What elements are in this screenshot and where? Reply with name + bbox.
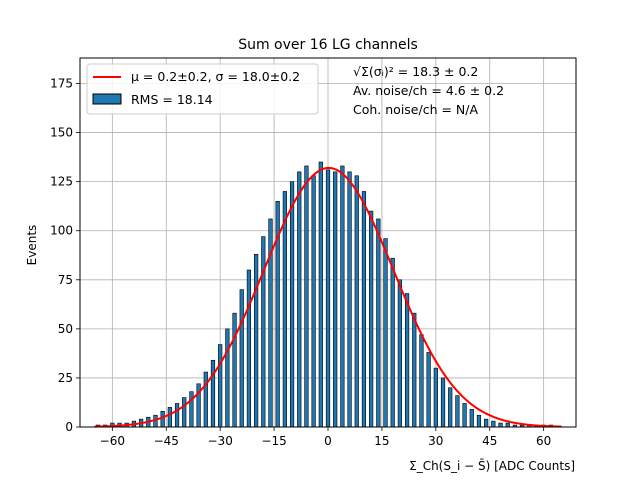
- histogram-bar: [505, 422, 510, 428]
- histogram-bar: [455, 395, 460, 428]
- annotation-avg-noise: Av. noise/ch = 4.6 ± 0.2: [353, 83, 504, 98]
- histogram-bar: [289, 181, 295, 428]
- x-tick-label: 15: [374, 434, 389, 448]
- histogram-bar: [167, 407, 172, 428]
- histogram-bar: [491, 420, 496, 428]
- x-tick-label: −15: [261, 434, 286, 448]
- chart-title: Sum over 16 LG channels: [238, 37, 418, 53]
- x-tick-label: 45: [482, 434, 497, 448]
- histogram-bar: [369, 210, 374, 428]
- annotation-coh-noise: Coh. noise/ch = N/A: [353, 102, 478, 117]
- x-axis-ticks: −60 −45 −30 −15 0 15 30 45 60: [100, 427, 551, 448]
- histogram-bar: [160, 410, 165, 428]
- histogram-bar: [412, 312, 417, 428]
- histogram-bar: [318, 161, 323, 428]
- histogram-bar: [246, 269, 252, 428]
- y-tick-label: 0: [65, 420, 73, 434]
- y-tick-label: 150: [50, 126, 73, 140]
- legend-hist-swatch: [92, 93, 122, 105]
- x-tick-label: −45: [154, 434, 179, 448]
- histogram-bar: [232, 312, 237, 428]
- histogram-bar: [311, 175, 316, 428]
- y-tick-label: 125: [50, 175, 73, 189]
- legend-box: [86, 63, 319, 115]
- histogram-bar: [426, 352, 431, 428]
- histogram-bar: [340, 165, 345, 428]
- histogram-bar: [469, 409, 474, 428]
- gaussian-fit-curve: [94, 166, 562, 428]
- y-axis-ticks: 0 25 50 75 100 125 150 175: [50, 77, 80, 434]
- legend-fit-label: μ = 0.2±0.2, σ = 18.0±0.2: [131, 69, 300, 84]
- y-tick-label: 175: [50, 77, 73, 91]
- x-tick-label: 60: [536, 434, 551, 448]
- y-tick-label: 100: [50, 224, 73, 238]
- histogram-bar: [397, 279, 402, 428]
- histogram-bar: [354, 175, 359, 428]
- histogram-bar: [333, 171, 338, 428]
- x-tick-label: 0: [324, 434, 332, 448]
- x-tick-label: 30: [428, 434, 443, 448]
- histogram-bar: [448, 387, 453, 428]
- histogram-bar: [419, 334, 424, 428]
- histogram-bar: [440, 377, 446, 428]
- histogram-bar: [498, 422, 503, 428]
- y-tick-label: 75: [58, 273, 73, 287]
- histogram-bar: [404, 293, 410, 428]
- histogram-bar: [361, 191, 367, 428]
- histogram-bar: [476, 414, 482, 428]
- annotation-sum-sigma: √Σ(σᵢ)² = 18.3 ± 0.2: [353, 64, 478, 79]
- histogram-bar: [376, 218, 381, 428]
- y-tick-label: 50: [58, 322, 73, 336]
- y-axis-label: Events: [25, 225, 39, 266]
- histogram-bar: [462, 403, 467, 428]
- legend: μ = 0.2±0.2, σ = 18.0±0.2 RMS = 18.14: [86, 63, 319, 115]
- histogram-bar: [383, 238, 388, 428]
- histogram-bar: [484, 418, 489, 428]
- y-tick-label: 25: [58, 371, 73, 385]
- histogram-bar: [189, 391, 194, 428]
- legend-hist-label: RMS = 18.14: [131, 92, 213, 107]
- histogram-bar: [239, 289, 244, 428]
- x-tick-label: −30: [208, 434, 233, 448]
- histogram-bar: [304, 165, 309, 428]
- histogram-bar: [347, 171, 352, 428]
- histogram-bar: [297, 171, 302, 428]
- x-axis-label: Σ_Ch(S_i − S̄) [ADC Counts]: [409, 459, 575, 473]
- histogram-bar: [225, 328, 230, 428]
- histogram-bar: [210, 359, 216, 428]
- histogram-bar: [390, 257, 395, 428]
- histogram-bar: [325, 169, 331, 428]
- histogram-bar: [282, 191, 287, 428]
- histogram-bar: [203, 371, 208, 428]
- histogram-bar: [174, 403, 180, 428]
- histogram-bar: [261, 236, 266, 428]
- histogram-bar: [254, 253, 259, 428]
- annotation-block: √Σ(σᵢ)² = 18.3 ± 0.2 Av. noise/ch = 4.6 …: [353, 64, 504, 117]
- x-tick-label: −60: [100, 434, 125, 448]
- histogram-bar: [182, 397, 187, 428]
- histogram-bars: [95, 161, 553, 428]
- histogram-bar: [218, 344, 223, 428]
- histogram-bar: [433, 367, 438, 428]
